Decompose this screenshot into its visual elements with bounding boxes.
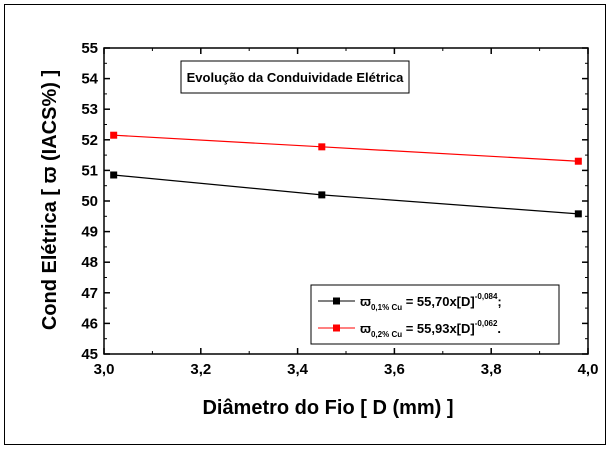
legend-symbol-1: ϖ	[360, 321, 371, 336]
x-tick-label-5: 4,0	[578, 361, 599, 378]
x-tick-label-1: 3,2	[190, 361, 211, 378]
y-tick-label-9: 54	[81, 71, 98, 88]
y-tick-label-6: 51	[81, 162, 98, 179]
series-1-point-2	[574, 157, 582, 165]
series-0-point-2	[574, 210, 582, 218]
legend-marker-0	[333, 297, 340, 305]
y-tick-label-8: 53	[81, 101, 98, 118]
legend-exponent-0: -0,084	[475, 292, 498, 301]
legend-entry-1: ϖ0,2% Cu = 55,93x[D]-0,062.	[318, 319, 501, 339]
chart-frame	[4, 4, 606, 445]
series-line-0	[113, 174, 579, 215]
x-tick-label-3: 3,6	[384, 361, 405, 378]
series-0-point-1	[318, 191, 326, 199]
legend-label-0: ϖ0,1% Cu = 55,70x[D]-0,084;	[360, 292, 502, 312]
y-tick-label-3: 48	[81, 254, 98, 271]
legend-box	[310, 284, 560, 345]
y-tick-label-4: 49	[81, 224, 98, 241]
legend-exponent-1: -0,062	[475, 319, 498, 328]
y-tick-label-2: 47	[81, 285, 98, 302]
legend-label-1: ϖ0,2% Cu = 55,93x[D]-0,062.	[360, 319, 501, 339]
legend-subscript-1: 0,2% Cu	[371, 330, 402, 339]
legend-marker-1	[333, 324, 340, 332]
y-tick-label-10: 55	[81, 40, 98, 57]
series-1-point-1	[318, 143, 326, 151]
legend: ϖ0,1% Cu = 55,70x[D]-0,084; ϖ0,2% Cu = 5…	[310, 284, 560, 345]
x-tick-label-0: 3,0	[94, 361, 115, 378]
series-0-point-0	[110, 171, 118, 179]
legend-entry-0: ϖ0,1% Cu = 55,70x[D]-0,084;	[318, 292, 502, 312]
y-tick-label-1: 46	[81, 315, 98, 332]
y-axis-title: Cond Elétrica [ ϖ (IACS%) ]	[39, 70, 61, 330]
series-1-point-0	[110, 131, 118, 139]
y-tick-label-7: 52	[81, 132, 98, 149]
legend-symbol-0: ϖ	[360, 294, 371, 309]
series-line-1	[113, 134, 579, 162]
legend-main-0: = 55,70x[D]	[402, 294, 475, 309]
x-axis-title: Diâmetro do Fio [ D (mm) ]	[202, 397, 453, 419]
x-tick-label-2: 3,4	[287, 361, 309, 378]
y-tick-label-0: 45	[81, 346, 98, 363]
x-tick-label-4: 3,8	[481, 361, 502, 378]
y-tick-label-5: 50	[81, 193, 98, 210]
legend-main-1: = 55,93x[D]	[402, 321, 475, 336]
chart-title-box	[180, 60, 410, 94]
legend-subscript-0: 0,1% Cu	[371, 303, 402, 312]
legend-end-0: ;	[497, 294, 501, 309]
legend-end-1: .	[497, 321, 501, 336]
chart-title: Evolução da Conduividade Elétrica	[187, 70, 404, 85]
